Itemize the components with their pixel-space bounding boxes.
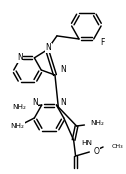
Text: N: N bbox=[45, 43, 51, 52]
Text: NH₂: NH₂ bbox=[90, 120, 104, 126]
Text: CH₃: CH₃ bbox=[112, 144, 123, 148]
Text: N: N bbox=[17, 53, 23, 62]
Text: F: F bbox=[101, 38, 105, 48]
Text: NH₂: NH₂ bbox=[12, 104, 26, 110]
Text: NH₂: NH₂ bbox=[11, 123, 25, 129]
Text: N: N bbox=[60, 97, 66, 106]
Text: O: O bbox=[93, 147, 99, 156]
Text: N: N bbox=[32, 97, 38, 106]
Text: N: N bbox=[60, 65, 66, 74]
Text: HN: HN bbox=[82, 140, 92, 146]
